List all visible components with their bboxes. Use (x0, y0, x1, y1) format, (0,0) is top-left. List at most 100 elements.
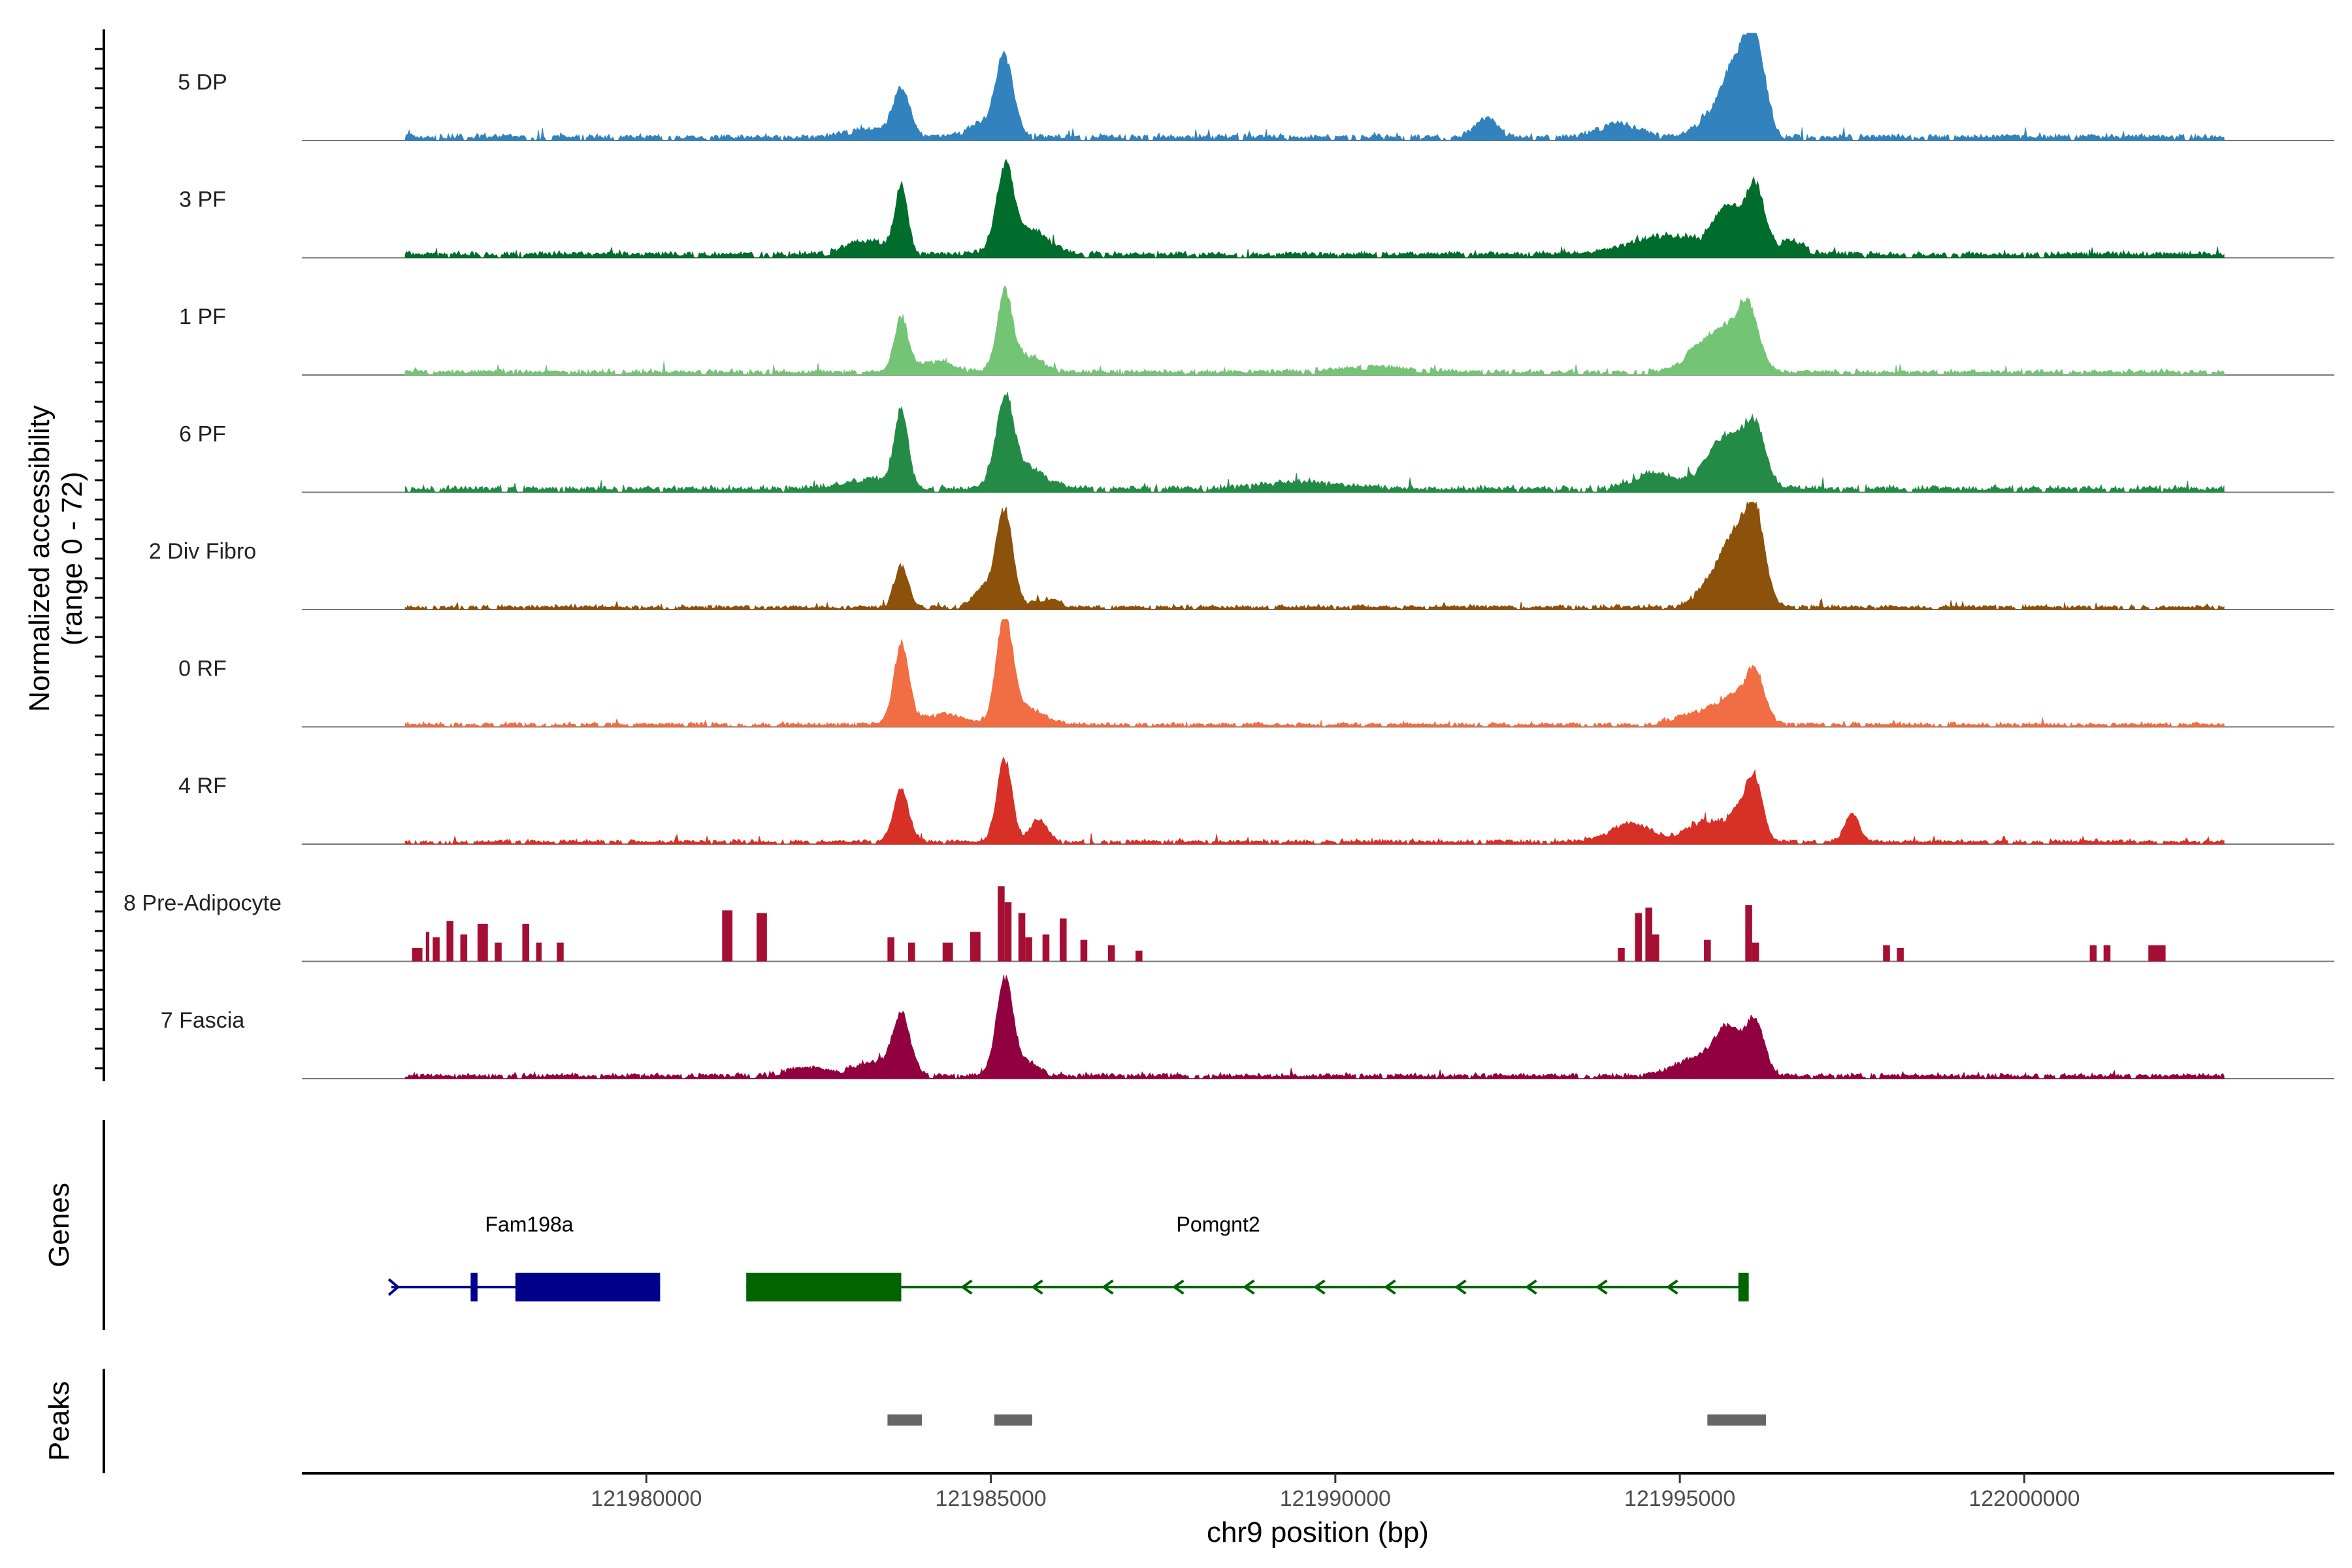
signal-bar (2103, 945, 2111, 962)
strand-arrow (1666, 1279, 1678, 1295)
strand-arrow (1595, 1279, 1608, 1295)
signal-bar (757, 913, 767, 962)
signal-bar (2089, 945, 2097, 962)
signal-bar (446, 921, 454, 962)
signal-bar (1004, 902, 1012, 962)
gene-name-label: Fam198a (485, 1213, 573, 1236)
signal-bar (722, 910, 733, 962)
peak-regions (887, 1414, 1766, 1426)
gene-name-label: Pomgnt2 (1177, 1213, 1260, 1236)
x-tick-label: 121985000 (935, 1486, 1046, 1511)
signal-bar (1060, 918, 1067, 962)
signal-bar (1135, 951, 1143, 962)
signal-bar (1652, 934, 1659, 962)
peak-region (994, 1414, 1032, 1426)
signal-bar (2148, 945, 2166, 962)
signal-bar (970, 932, 981, 962)
x-axis-title: chr9 position (bp) (1207, 1516, 1429, 1548)
track-label: 6 PF (179, 422, 226, 447)
gene-fam198a: Fam198a (387, 1213, 661, 1301)
track-label: 2 Div Fibro (149, 539, 256, 564)
x-axis: 121980000 121985000 121990000 121995000 1220… (302, 1472, 2334, 1548)
x-tick-label: 122000000 (1968, 1486, 2080, 1511)
track-label: 1 PF (179, 304, 226, 329)
coverage-area (404, 159, 2225, 259)
signal-bar (1883, 945, 1890, 962)
strand-arrow (1454, 1279, 1467, 1295)
signal-bar (1107, 945, 1115, 962)
track-label: 0 RF (178, 657, 227, 681)
strand-arrow (1031, 1279, 1043, 1295)
x-tick-label: 121995000 (1624, 1486, 1735, 1511)
signal-bar (425, 932, 430, 962)
coverage-area (404, 975, 2225, 1080)
coverage-tracks: 5 DP 3 PF 1 PF 6 PF 2 Div Fibro 0 RF 4 RF 8 Pre… (123, 33, 2334, 1080)
peak-region (887, 1414, 923, 1426)
track-label: 3 PF (179, 188, 226, 212)
gene-models: Fam198a Pomgnt2 (387, 1213, 1749, 1301)
track-2-div-fibro: 2 Div Fibro (149, 501, 2334, 611)
signal-bar (557, 942, 564, 962)
track-label: 7 Fascia (161, 1008, 245, 1033)
track-label: 4 RF (178, 774, 227, 798)
signal-bar (536, 942, 542, 962)
x-tick-label: 121990000 (1280, 1486, 1391, 1511)
signal-bar (1018, 913, 1026, 962)
track-5-dp: 5 DP (178, 33, 2334, 142)
y-axis-title: Normalized accessibility (range 0 - 72) (24, 405, 88, 711)
strand-arrow (960, 1279, 973, 1295)
strand-arrow (1313, 1279, 1326, 1295)
signal-bar (1745, 905, 1752, 962)
peak-region (1707, 1414, 1766, 1426)
track-4-rf: 4 RF (178, 757, 2334, 845)
signal-bar (1897, 947, 1904, 962)
track-1-pf: 1 PF (179, 285, 2334, 376)
signal-bar (1704, 939, 1711, 962)
signal-bar (1025, 937, 1032, 962)
genes-panel-title: Genes (43, 1183, 75, 1267)
coverage-area (404, 33, 2225, 142)
peaks-panel: Peaks (43, 1369, 1766, 1473)
signal-bar (433, 937, 440, 962)
signal-bar (522, 923, 530, 962)
signal-bar (1635, 913, 1642, 962)
signal-bar (998, 886, 1005, 962)
signal-bar (460, 934, 468, 962)
track-3-pf: 3 PF (179, 159, 2334, 259)
coverage-area (404, 619, 2225, 728)
signal-bar (495, 942, 502, 962)
signal-bar (477, 923, 488, 962)
coverage-area (404, 501, 2225, 611)
coverage-area (404, 757, 2225, 845)
strand-arrow (1525, 1279, 1537, 1295)
signal-bar (1752, 942, 1759, 962)
signal-bar (887, 937, 894, 962)
x-tick-label: 121980000 (591, 1486, 702, 1511)
strand-arrow (387, 1278, 400, 1296)
gene-exon (746, 1273, 902, 1301)
signal-bar (908, 942, 915, 962)
peaks-panel-title: Peaks (43, 1381, 75, 1461)
track-0-rf: 0 RF (178, 619, 2334, 728)
gene-exon (470, 1273, 478, 1301)
strand-arrow (1243, 1279, 1255, 1295)
signal-bar (1042, 934, 1050, 962)
signal-bar (412, 947, 423, 962)
strand-arrow (1172, 1279, 1184, 1295)
genes-panel: Genes Fam198a Pomgnt2 (43, 1120, 1749, 1330)
strand-arrow (1102, 1279, 1114, 1295)
signal-bar (1618, 947, 1625, 962)
signal-bar (1645, 907, 1652, 962)
signal-bar (1080, 939, 1088, 962)
track-label: 8 Pre-Adipocyte (123, 891, 282, 916)
x-axis-ticks: 121980000 121985000 121990000 121995000 1220… (591, 1473, 2080, 1511)
coverage-area (404, 391, 2225, 493)
track-label: 5 DP (178, 70, 227, 95)
y-axis-title-line-1: Normalized accessibility (24, 405, 56, 711)
track-7-fascia: 7 Fascia (161, 975, 2334, 1080)
y-axis-title-line-2: (range 0 - 72) (56, 472, 88, 646)
track-8-pre-adipocyte: 8 Pre-Adipocyte (123, 886, 2334, 962)
track-6-pf: 6 PF (179, 391, 2334, 493)
y-axis-ticks (95, 29, 105, 1081)
